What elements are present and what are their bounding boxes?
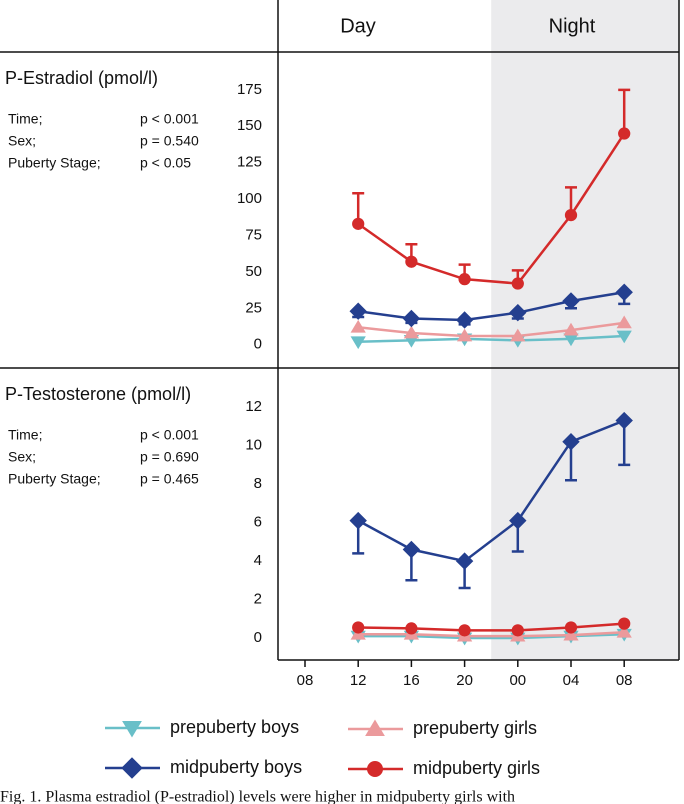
data-point bbox=[455, 311, 474, 329]
stat-label: Sex; bbox=[8, 133, 36, 149]
y-tick-label: 0 bbox=[254, 629, 262, 646]
x-tick-label: 08 bbox=[616, 672, 633, 689]
data-point bbox=[510, 328, 526, 342]
stat-value: p = 0.690 bbox=[140, 449, 199, 465]
header-night: Night bbox=[549, 15, 596, 37]
legend-label: prepuberty girls bbox=[413, 718, 537, 738]
stat-label: Time; bbox=[8, 111, 42, 127]
x-tick-label: 08 bbox=[297, 672, 314, 689]
x-tick-label: 16 bbox=[403, 672, 420, 689]
legend-marker bbox=[367, 761, 383, 777]
data-point bbox=[511, 277, 524, 290]
y-tick-label: 25 bbox=[245, 299, 262, 316]
legend-label: midpuberty girls bbox=[413, 758, 540, 778]
y-tick-label: 50 bbox=[245, 263, 262, 280]
data-point bbox=[455, 552, 474, 570]
series-line bbox=[358, 631, 625, 638]
data-point bbox=[405, 622, 418, 635]
data-point bbox=[563, 627, 579, 641]
data-point bbox=[509, 511, 527, 530]
stat-value: p < 0.05 bbox=[140, 155, 191, 171]
y-tick-label: 150 bbox=[237, 117, 262, 134]
stat-value: p = 0.540 bbox=[140, 133, 199, 149]
x-tick-label: 20 bbox=[456, 672, 473, 689]
stat-value: p < 0.001 bbox=[140, 111, 199, 127]
y-tick-label: 125 bbox=[237, 154, 262, 171]
stat-label: Puberty Stage; bbox=[8, 471, 101, 487]
legend-marker bbox=[365, 719, 385, 736]
y-tick-label: 100 bbox=[237, 190, 262, 207]
data-point bbox=[458, 624, 471, 637]
data-point bbox=[618, 617, 631, 630]
series-line bbox=[357, 132, 626, 285]
data-point bbox=[562, 433, 580, 451]
stat-label: Sex; bbox=[8, 449, 36, 465]
y-tick-label: 6 bbox=[254, 514, 262, 531]
legend-marker bbox=[121, 757, 143, 779]
series-line bbox=[358, 334, 625, 344]
data-point bbox=[616, 315, 632, 329]
y-tick-label: 2 bbox=[254, 591, 262, 608]
data-point bbox=[352, 621, 365, 634]
data-point bbox=[352, 217, 365, 230]
legend-label: prepuberty boys bbox=[170, 717, 299, 737]
x-tick-label: 12 bbox=[350, 672, 367, 689]
legend-marker bbox=[122, 721, 142, 738]
y-tick-label: 12 bbox=[245, 398, 262, 415]
legend-label: midpuberty boys bbox=[170, 757, 302, 777]
y-tick-label: 175 bbox=[237, 81, 262, 98]
y-tick-label: 75 bbox=[245, 226, 262, 243]
x-tick-label: 00 bbox=[509, 672, 526, 689]
x-tick-label: 04 bbox=[563, 672, 580, 689]
panel-title: P-Testosterone (pmol/l) bbox=[5, 384, 191, 404]
data-point bbox=[349, 302, 367, 320]
stat-label: Puberty Stage; bbox=[8, 155, 101, 171]
y-tick-label: 10 bbox=[245, 437, 262, 454]
stat-value: p < 0.001 bbox=[140, 427, 199, 443]
header-day: Day bbox=[340, 15, 376, 37]
stat-value: p = 0.465 bbox=[140, 471, 199, 487]
series-line bbox=[358, 321, 625, 338]
panel-title: P-Estradiol (pmol/l) bbox=[5, 68, 158, 88]
data-point bbox=[564, 208, 578, 222]
data-point bbox=[511, 624, 524, 637]
data-point bbox=[562, 292, 580, 310]
data-point bbox=[615, 411, 633, 430]
data-point bbox=[458, 273, 471, 286]
data-point bbox=[350, 336, 366, 350]
data-point bbox=[564, 621, 578, 634]
series-line bbox=[357, 419, 625, 563]
y-tick-label: 8 bbox=[254, 475, 262, 492]
series-line bbox=[358, 622, 625, 632]
data-point bbox=[616, 330, 632, 344]
data-point bbox=[509, 303, 527, 322]
data-point bbox=[350, 319, 366, 333]
data-point bbox=[618, 127, 631, 140]
data-point bbox=[402, 540, 421, 559]
data-point bbox=[405, 255, 418, 268]
data-point bbox=[349, 511, 367, 530]
y-tick-label: 0 bbox=[254, 336, 262, 353]
data-point bbox=[456, 328, 473, 342]
error-bar bbox=[618, 88, 631, 134]
series-line bbox=[358, 291, 625, 322]
data-point bbox=[403, 325, 420, 339]
y-tick-label: 4 bbox=[254, 552, 262, 569]
data-point bbox=[563, 322, 579, 336]
caption: Fig. 1. Plasma estradiol (P-estradiol) l… bbox=[0, 789, 515, 804]
data-point bbox=[616, 624, 632, 638]
night-shade bbox=[491, 0, 679, 660]
data-point bbox=[402, 309, 421, 328]
stat-label: Time; bbox=[8, 427, 42, 443]
data-point bbox=[615, 283, 633, 301]
